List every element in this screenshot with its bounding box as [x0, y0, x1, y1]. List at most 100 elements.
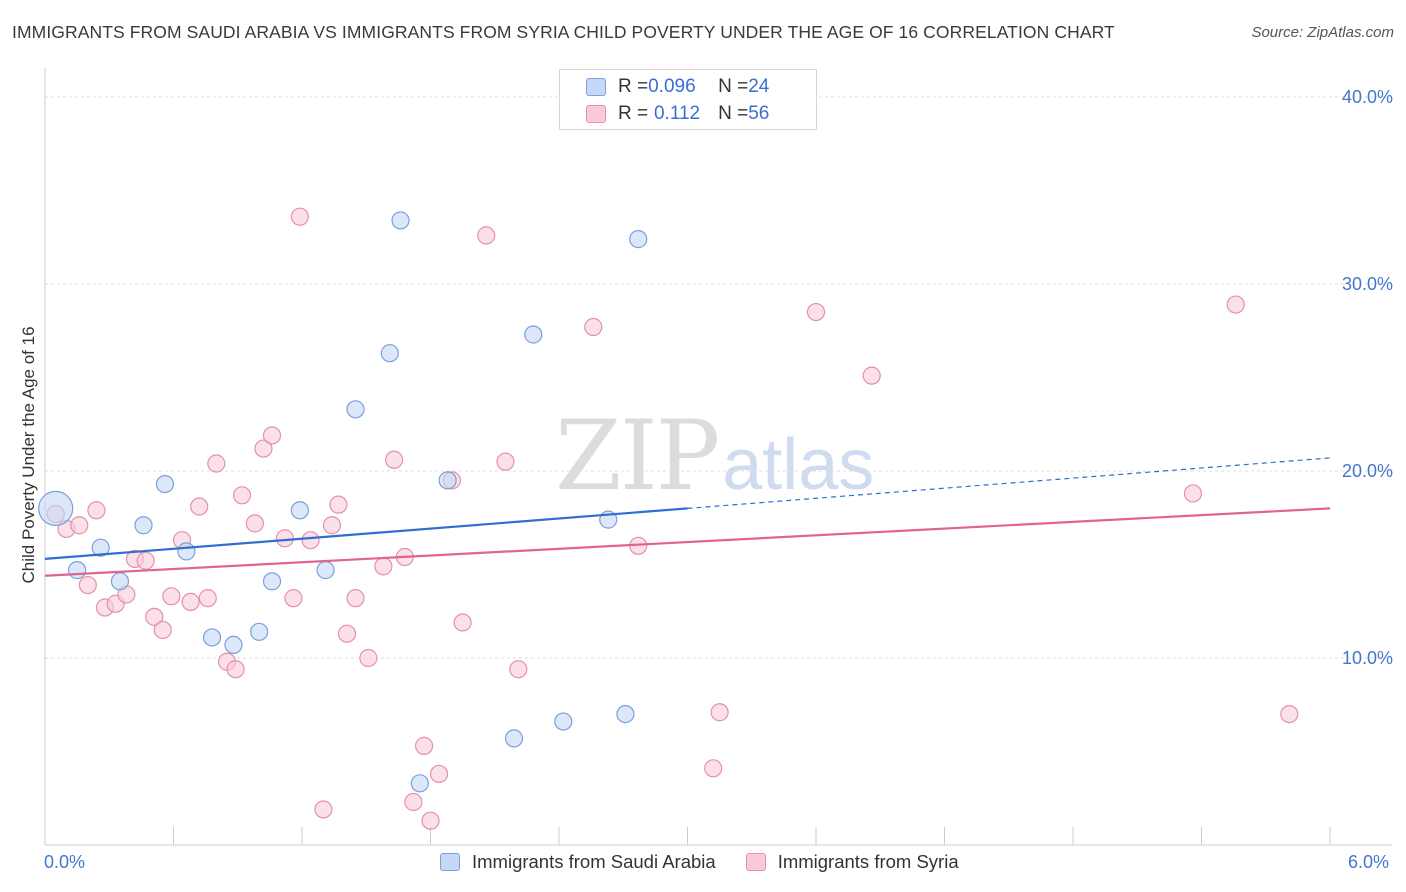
data-point-syria — [254, 439, 273, 458]
data-point-saudi — [38, 490, 74, 526]
data-point-saudi — [438, 471, 457, 490]
data-point-syria — [862, 366, 881, 385]
series-legend-syria[interactable]: Immigrants from Syria — [745, 851, 959, 873]
data-point-syria — [301, 531, 320, 550]
data-point-syria — [421, 811, 440, 830]
data-point-syria — [145, 607, 164, 626]
data-point-syria — [414, 736, 434, 755]
legend-r-label: R = — [618, 76, 649, 97]
data-point-saudi — [524, 325, 543, 344]
data-point-syria — [284, 589, 303, 608]
legend-r-value-saudi: 0.096 — [648, 76, 696, 97]
data-point-saudi — [380, 344, 399, 363]
data-point-syria — [290, 207, 309, 226]
data-point-syria — [78, 575, 97, 595]
data-point-syria — [207, 454, 226, 473]
data-point-syria — [198, 589, 217, 608]
data-point-syria — [322, 516, 342, 535]
series-legend: Immigrants from Saudi Arabia Immigrants … — [440, 851, 989, 873]
x-tick-label-max: 6.0% — [1348, 852, 1390, 872]
x-tick-label-min: 0.0% — [44, 852, 86, 872]
data-point-saudi — [410, 774, 429, 793]
data-point-saudi — [316, 561, 335, 580]
y-tick-label: 40.0% — [1342, 87, 1393, 107]
legend-r-value-syria: 0.112 — [653, 103, 701, 124]
data-point-syria — [346, 589, 365, 608]
data-point-syria — [329, 495, 348, 514]
data-point-saudi — [250, 622, 269, 641]
data-point-syria — [453, 613, 472, 632]
legend-row-saudi: R = 0.096 N = 24 — [586, 75, 769, 99]
legend-n-value-syria: 56 — [748, 103, 770, 124]
data-point-syria — [584, 317, 603, 337]
data-point-saudi — [629, 230, 648, 249]
series-swatch-saudi — [440, 853, 460, 871]
y-tick-label: 20.0% — [1342, 461, 1393, 481]
y-axis-label: Child Poverty Under the Age of 16 — [19, 326, 38, 584]
data-point-saudi — [202, 628, 222, 647]
data-point-syria — [232, 486, 252, 505]
data-point-saudi — [224, 635, 243, 655]
data-point-syria — [136, 551, 155, 570]
series-swatch-syria — [745, 853, 766, 871]
data-point-syria — [477, 226, 496, 245]
legend-n-label: N = — [718, 76, 749, 97]
data-point-saudi — [177, 542, 196, 561]
trendline-syria — [44, 507, 1331, 577]
data-point-syria — [275, 529, 294, 548]
legend-n-label: N = — [718, 103, 749, 124]
data-point-syria — [262, 426, 282, 445]
trendline-saudi-extension — [687, 457, 1331, 509]
series-legend-saudi[interactable]: Immigrants from Saudi Arabia — [440, 851, 716, 873]
data-point-syria — [429, 764, 449, 784]
data-point-saudi — [91, 538, 110, 557]
data-point-syria — [1183, 484, 1203, 503]
data-point-syria — [704, 759, 723, 778]
data-point-syria — [314, 800, 333, 819]
series-label-saudi: Immigrants from Saudi Arabia — [472, 851, 716, 872]
data-point-syria — [87, 501, 106, 520]
data-point-syria — [509, 660, 528, 679]
data-point-saudi — [616, 704, 635, 724]
data-point-syria — [245, 514, 264, 533]
data-point-syria — [374, 557, 393, 576]
data-point-syria — [806, 302, 826, 322]
data-point-saudi — [554, 712, 573, 731]
trendline-saudi — [44, 507, 688, 560]
y-tick-label: 30.0% — [1342, 274, 1393, 294]
data-point-syria — [337, 624, 357, 643]
data-point-syria — [359, 648, 378, 668]
legend-swatch-syria — [586, 105, 606, 123]
data-point-saudi — [68, 561, 87, 580]
data-point-syria — [162, 587, 181, 606]
data-point-saudi — [262, 572, 282, 591]
data-point-saudi — [504, 729, 524, 748]
legend-swatch-saudi — [586, 78, 606, 96]
data-point-saudi — [346, 400, 365, 419]
y-tick-label: 10.0% — [1342, 648, 1393, 668]
data-point-syria — [70, 516, 89, 535]
stats-legend: R = 0.096 N = 24 R = 0.112 N = 56 — [559, 69, 817, 130]
data-point-syria — [1280, 704, 1299, 724]
data-point-saudi — [391, 211, 410, 230]
data-point-saudi — [290, 501, 309, 520]
data-point-saudi — [155, 474, 175, 494]
source-credit: Source: ZipAtlas.com — [1251, 24, 1394, 41]
data-point-syria — [153, 620, 172, 640]
data-point-syria — [384, 450, 404, 469]
legend-row-syria: R = 0.112 N = 56 — [586, 102, 769, 126]
data-point-syria — [181, 592, 200, 612]
data-point-syria — [496, 452, 515, 471]
data-point-syria — [190, 497, 209, 516]
legend-n-value-saudi: 24 — [748, 76, 770, 97]
data-point-syria — [710, 703, 729, 722]
data-point-syria — [1226, 295, 1245, 314]
data-point-saudi — [134, 516, 153, 535]
legend-r-label: R = — [618, 103, 649, 124]
data-point-syria — [404, 792, 423, 812]
data-point-saudi — [110, 572, 130, 591]
series-label-syria: Immigrants from Syria — [777, 851, 959, 872]
data-point-syria — [226, 660, 245, 679]
chart-title: IMMIGRANTS FROM SAUDI ARABIA VS IMMIGRAN… — [12, 22, 1115, 42]
